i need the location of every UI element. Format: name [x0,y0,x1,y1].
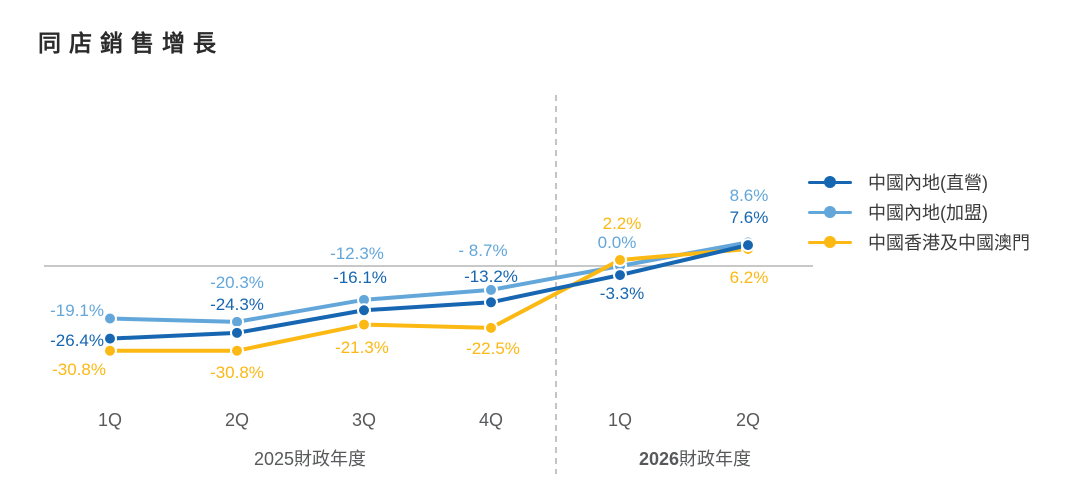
value-label: -21.3% [335,338,389,357]
value-label: -19.1% [50,301,104,320]
value-label: 8.6% [730,186,769,205]
legend-label: 中國香港及中國澳門 [868,233,1030,253]
chart-title: 同店銷售增長 [38,30,224,56]
value-label: -26.4% [50,331,104,350]
value-label: - 8.7% [458,241,507,260]
x-tick-label: 4Q [479,410,503,430]
value-label: 6.2% [730,268,769,287]
legend-item-hk-macau: 中國香港及中國澳門 [808,230,1030,254]
value-label: 2.2% [603,214,642,233]
chart-legend: 中國內地(直營) 中國內地(加盟) 中國香港及中國澳門 [808,170,1030,260]
value-label: 7.6% [730,208,769,227]
value-label: -16.1% [333,268,387,287]
value-label: -30.8% [52,360,106,379]
value-label: -24.3% [210,295,264,314]
legend-label: 中國內地(直營) [868,173,988,193]
value-label: -3.3% [600,284,644,303]
legend-marker-icon [808,175,852,189]
x-tick-label: 2Q [736,410,760,430]
x-tick-label: 1Q [608,410,632,430]
value-label: -20.3% [210,273,264,292]
legend-label: 中國內地(加盟) [868,203,988,223]
legend-marker-icon [808,235,852,249]
legend-item-franchise: 中國內地(加盟) [808,200,1030,224]
x-tick-label: 3Q [352,410,376,430]
x-tick-label: 2Q [225,410,249,430]
value-label: -12.3% [330,244,384,263]
value-label: -22.5% [466,339,520,358]
legend-marker-icon [808,205,852,219]
x-tick-label: 1Q [98,410,122,430]
fiscal-year-label: 2026財政年度 [639,449,751,469]
value-label: -30.8% [210,363,264,382]
value-label: 0.0% [598,233,637,252]
value-label: -13.2% [464,267,518,286]
legend-item-direct: 中國內地(直營) [808,170,1030,194]
fiscal-year-label: 2025財政年度 [254,449,366,469]
